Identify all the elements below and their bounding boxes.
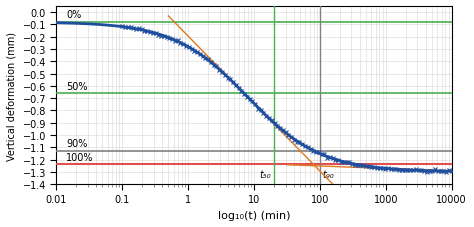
Text: t₅₀: t₅₀ [260,169,272,179]
Text: 0%: 0% [66,10,82,20]
Y-axis label: Vertical deformation (mm): Vertical deformation (mm) [7,31,17,160]
Text: 50%: 50% [66,81,88,91]
Text: t₉₀: t₉₀ [322,169,334,179]
X-axis label: log₁₀(t) (min): log₁₀(t) (min) [218,210,291,220]
Text: 90%: 90% [66,139,88,149]
Text: 100%: 100% [66,152,94,162]
